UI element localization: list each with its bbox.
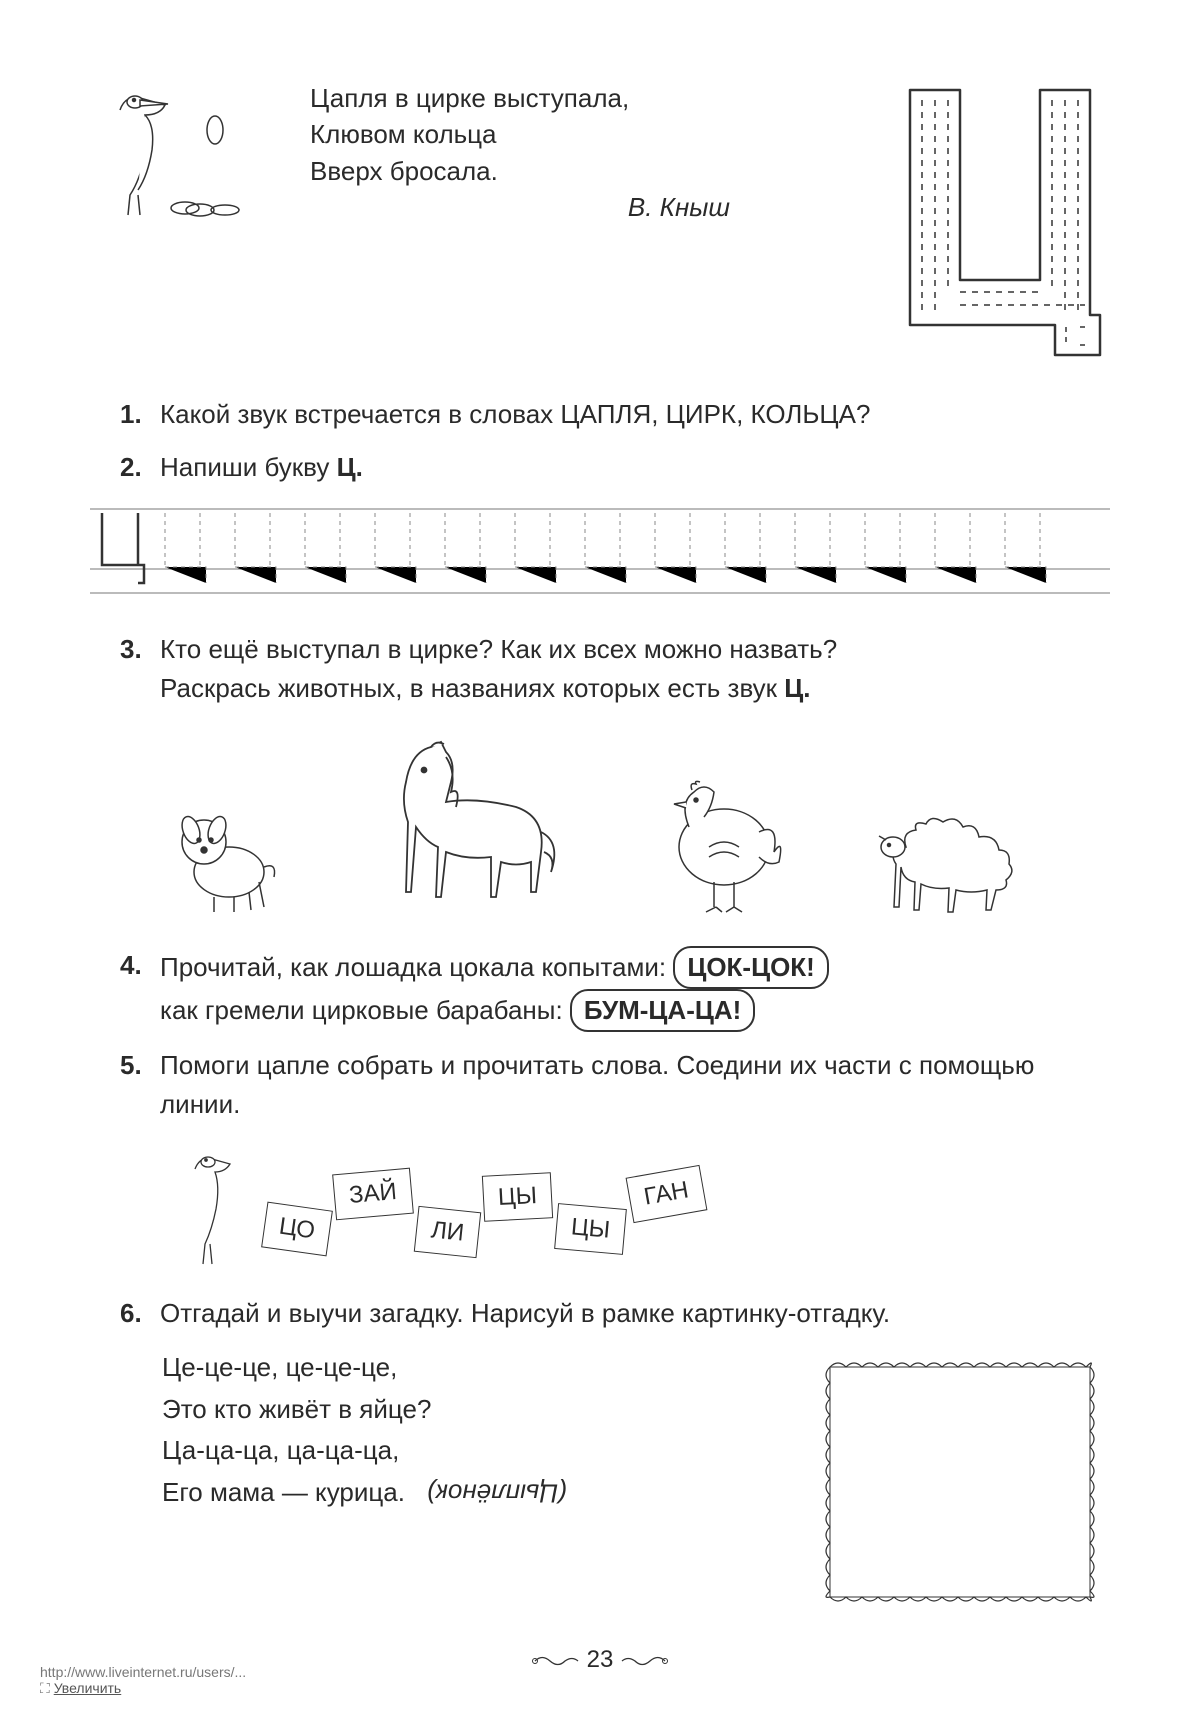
footer-links: http://www.liveinternet.ru/users/... ⛶ У… — [40, 1664, 246, 1697]
enlarge-link[interactable]: ⛶ Увеличить — [40, 1680, 246, 1697]
task-line: Раскрась животных, в названиях которых е… — [160, 669, 1110, 708]
decorative-frame-icon — [810, 1347, 1110, 1617]
riddle-section: Це-це-це, це-це-це, Это кто живёт в яйце… — [90, 1347, 1110, 1622]
poem-block: Цапля в цирке выступала, Клювом кольца В… — [280, 80, 870, 226]
big-letter-ts — [890, 80, 1110, 365]
chicken-icon[interactable] — [644, 752, 804, 922]
ornament-right-icon — [620, 1652, 670, 1670]
task-text: Отгадай и выучи загадку. Нарисуй в рамке… — [160, 1294, 1110, 1333]
task-number: 5. — [120, 1046, 148, 1124]
riddle-line: Это кто живёт в яйце? — [162, 1389, 780, 1431]
dog-icon[interactable] — [159, 782, 299, 922]
task-line: Кто ещё выступал в цирке? Как их всех мо… — [160, 630, 1110, 669]
drawing-frame[interactable] — [810, 1347, 1110, 1622]
syllable-box[interactable]: ЦЫ — [482, 1172, 553, 1222]
riddle-line: Его мама — курица. (Цыплёнок) — [162, 1472, 780, 1514]
task-text: Помоги цапле собрать и прочитать слова. … — [160, 1046, 1110, 1124]
task-line: как гремели цирковые барабаны: БУМ-ЦА-ЦА… — [160, 989, 1110, 1032]
task-4: 4. Прочитай, как лошадка цокала копытами… — [120, 946, 1110, 1032]
task-3: 3. Кто ещё выступал в цирке? Как их всех… — [120, 630, 1110, 708]
poem-line: Вверх бросала. — [310, 153, 870, 189]
page-number: 23 — [587, 1646, 614, 1673]
riddle-line: Це-це-це, це-це-це, — [162, 1347, 780, 1389]
writing-line-icon — [90, 501, 1110, 601]
footer-url: http://www.liveinternet.ru/users/... — [40, 1664, 246, 1680]
task-6: 6. Отгадай и выучи загадку. Нарисуй в ра… — [120, 1294, 1110, 1333]
task-letter: Ц. — [337, 452, 363, 482]
ornament-left-icon — [530, 1652, 580, 1670]
writing-practice-line[interactable] — [90, 501, 1110, 606]
task-text-prefix: Напиши букву — [160, 452, 337, 482]
heron-icon — [90, 80, 260, 230]
syllable-box[interactable]: ЛИ — [413, 1205, 480, 1257]
task-number: 1. — [120, 395, 148, 434]
riddle-line: Ца-ца-ца, ца-ца-ца, — [162, 1430, 780, 1472]
task-number: 4. — [120, 946, 148, 1032]
task-number: 3. — [120, 630, 148, 708]
sound-bubble: ЦОК-ЦОК! — [673, 946, 829, 989]
syllable-box[interactable]: ГАН — [625, 1165, 707, 1223]
sheep-icon[interactable] — [861, 792, 1041, 922]
poem-line: Клювом кольца — [310, 116, 870, 152]
heron-illustration — [90, 80, 260, 235]
task-text: Напиши букву Ц. — [160, 448, 1110, 487]
riddle-text: Це-це-це, це-це-це, Это кто живёт в яйце… — [90, 1347, 780, 1622]
poem-author: В. Кныш — [310, 189, 870, 225]
expand-icon: ⛶ — [40, 1680, 54, 1696]
heron-small-icon — [170, 1144, 260, 1274]
syllable-box[interactable]: ЗАЙ — [332, 1168, 413, 1221]
syllable-box[interactable]: ЦО — [261, 1202, 333, 1257]
task-1: 1. Какой звук встречается в словах ЦАПЛЯ… — [120, 395, 1110, 434]
sound-bubble: БУМ-ЦА-ЦА! — [570, 989, 755, 1032]
task-text: Какой звук встречается в словах ЦАПЛЯ, Ц… — [160, 395, 1110, 434]
task-number: 2. — [120, 448, 148, 487]
horse-icon[interactable] — [356, 732, 586, 922]
task-text: Кто ещё выступал в цирке? Как их всех мо… — [160, 630, 1110, 708]
header-row: Цапля в цирке выступала, Клювом кольца В… — [90, 80, 1110, 365]
poem-line: Цапля в цирке выступала, — [310, 80, 870, 116]
task-5: 5. Помоги цапле собрать и прочитать слов… — [120, 1046, 1110, 1124]
task-text: Прочитай, как лошадка цокала копытами: Ц… — [160, 946, 1110, 1032]
task-number: 6. — [120, 1294, 148, 1333]
syllable-box[interactable]: ЦЫ — [554, 1203, 627, 1255]
riddle-answer: (Цыплёнок) — [427, 1472, 567, 1514]
syllables-row[interactable]: ЦО ЗАЙ ЛИ ЦЫ ЦЫ ГАН — [170, 1144, 1030, 1274]
task-2: 2. Напиши букву Ц. — [120, 448, 1110, 487]
letter-ts-outline-icon — [890, 80, 1110, 360]
animals-row — [130, 732, 1070, 922]
task-line: Прочитай, как лошадка цокала копытами: Ц… — [160, 946, 1110, 989]
